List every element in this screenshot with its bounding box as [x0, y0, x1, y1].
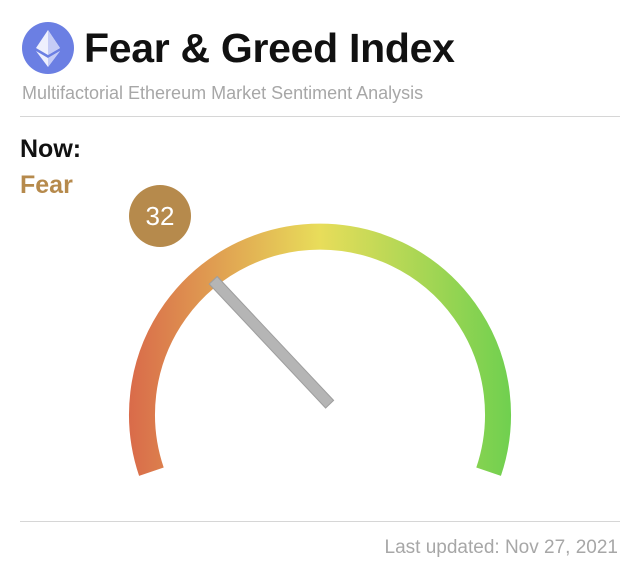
gauge-needle [208, 275, 335, 409]
last-updated-text: Last updated: Nov 27, 2021 [384, 537, 618, 558]
top-divider [20, 116, 620, 117]
bottom-divider [20, 521, 620, 522]
now-label: Now: [20, 135, 82, 163]
sentiment-label: Fear [20, 171, 73, 199]
gauge-arc [129, 223, 511, 476]
page-title: Fear & Greed Index [84, 24, 455, 71]
value-badge-text: 32 [146, 201, 175, 231]
value-badge: 32 [129, 185, 191, 247]
page-subtitle: Multifactorial Ethereum Market Sentiment… [22, 83, 424, 103]
ethereum-icon [22, 22, 74, 74]
sentiment-gauge: 32 [129, 185, 511, 476]
header: Fear & Greed Index [22, 22, 455, 74]
